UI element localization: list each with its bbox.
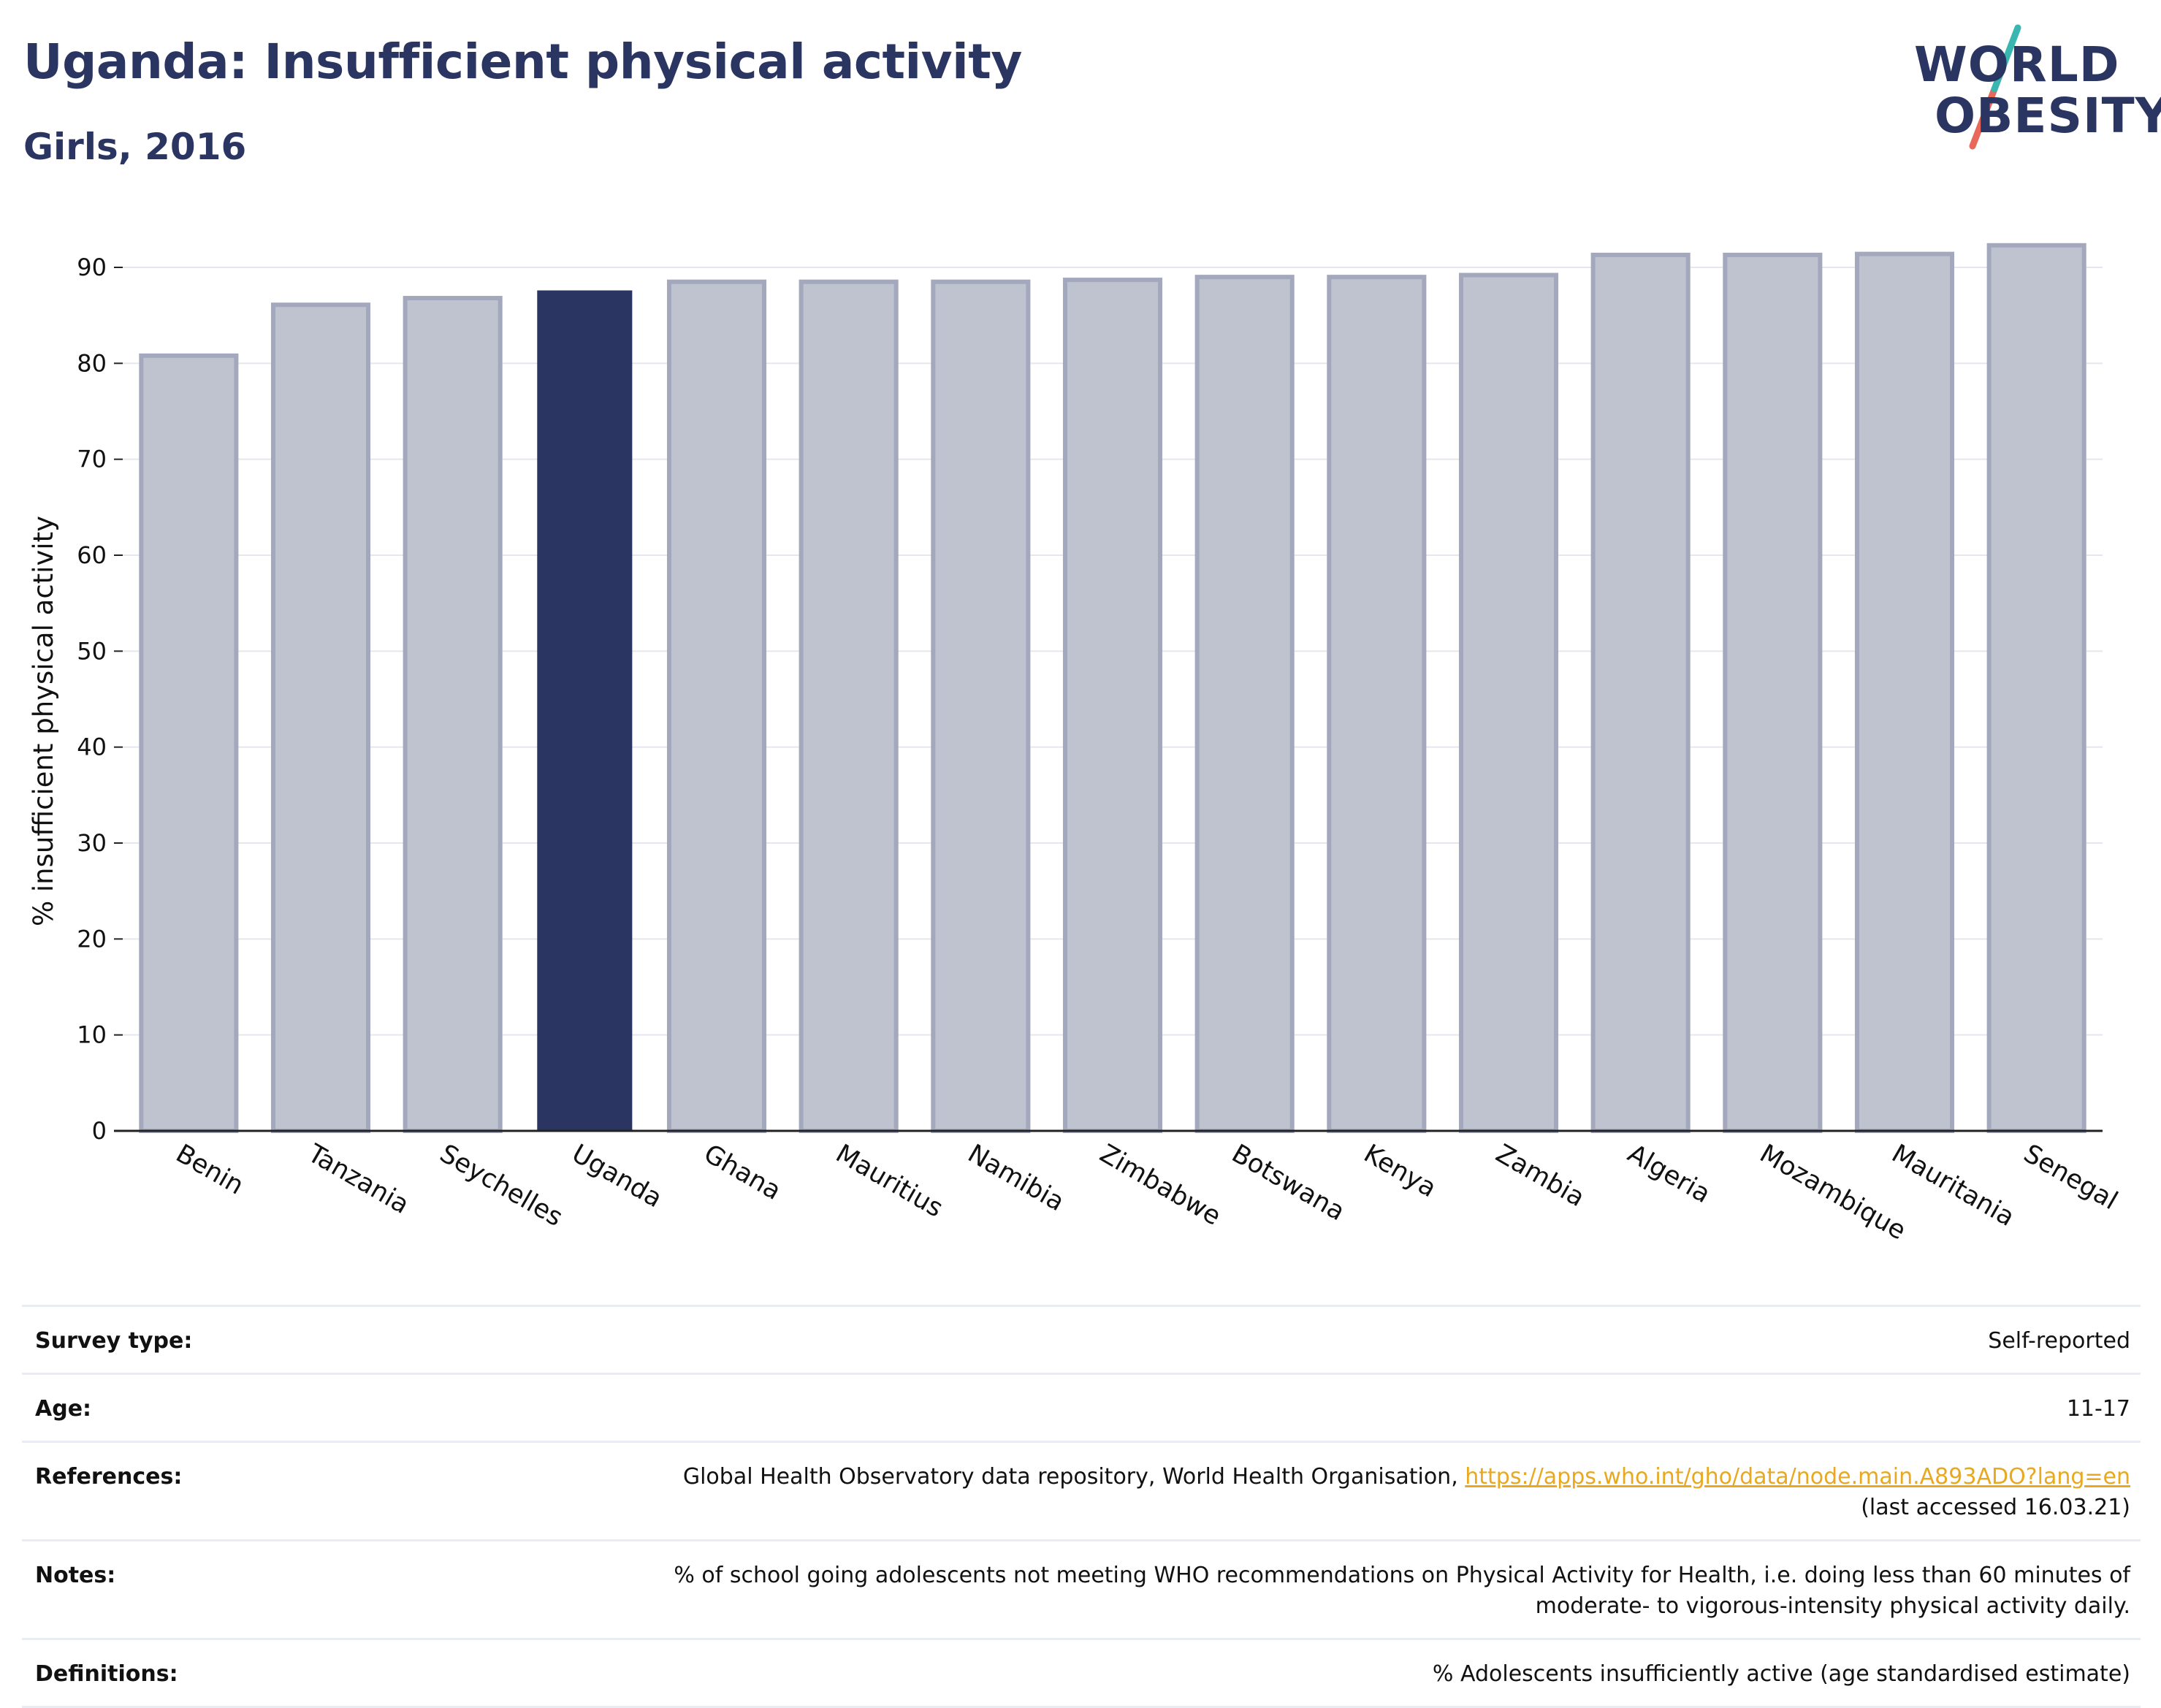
info-table: Survey type: Self-reported Age: 11-17 Re… [22, 1305, 2141, 1708]
bar-senegal [1986, 243, 2086, 1133]
references-text: Global Health Observatory data repositor… [682, 1464, 1466, 1490]
info-row-references: References: Global Health Observatory da… [22, 1441, 2141, 1539]
page-subtitle: Girls, 2016 [23, 126, 247, 168]
bar-benin [139, 353, 239, 1133]
bar-chart: 0 10 20 30 40 50 60 70 80 90 % insufficient physic… [28, 243, 2122, 1246]
logo-slash-icon [1969, 24, 2021, 150]
notes-label: Notes: [35, 1563, 116, 1588]
x-tick-label: Zambia [1491, 1139, 1590, 1213]
info-row-definitions: Definitions: % Adolescents insufficientl… [22, 1638, 2141, 1708]
x-tick-label: Algeria [1623, 1139, 1715, 1209]
y-axis-title: % insufficient physical activity [28, 516, 59, 926]
notes-value: % of school going adolescents not meetin… [674, 1560, 2130, 1622]
x-tick-label: Namibia [963, 1139, 1069, 1217]
info-row-notes: Notes: % of school going adolescents not… [22, 1539, 2141, 1638]
survey-type-label: Survey type: [35, 1328, 193, 1354]
survey-type-value: Self-reported [1988, 1328, 2130, 1354]
x-tick-label: Uganda [567, 1139, 667, 1213]
y-tick-label: 80 [77, 349, 107, 377]
x-tick-label: Benin [171, 1139, 248, 1200]
logo-word-obesity: OBESITY [1935, 88, 2161, 144]
age-value: 11-17 [2066, 1396, 2130, 1422]
info-row-survey-type: Survey type: Self-reported [22, 1305, 2141, 1373]
x-tick-label: Ghana [699, 1139, 786, 1206]
x-tick-label: Mozambique [1755, 1139, 1910, 1246]
bar-mauritius [799, 279, 899, 1134]
x-tick-label: Seychelles [435, 1139, 568, 1232]
bar-namibia [931, 279, 1031, 1134]
bar-tanzania [270, 302, 371, 1134]
bar-ghana [666, 279, 767, 1134]
info-row-age: Age: 11-17 [22, 1373, 2141, 1441]
bar-kenya [1327, 275, 1427, 1134]
references-label: References: [35, 1464, 183, 1490]
age-label: Age: [35, 1396, 92, 1422]
references-accessed: (last accessed 16.03.21) [1861, 1495, 2130, 1520]
y-tick-label: 10 [77, 1021, 107, 1049]
y-tick-label: 70 [77, 446, 107, 473]
bar-algeria [1590, 252, 1691, 1134]
references-value: Global Health Observatory data repositor… [683, 1462, 2130, 1523]
bar-zambia [1458, 272, 1559, 1133]
x-tick-label: Zimbabwe [1095, 1139, 1226, 1232]
notes-line-1: % of school going adolescents not meetin… [674, 1563, 2130, 1588]
y-tick-label: 60 [77, 541, 107, 569]
x-tick-label: Botswana [1227, 1139, 1349, 1227]
y-tick-label: 50 [77, 637, 107, 665]
bar-uganda [537, 290, 633, 1131]
bar-botswana [1194, 275, 1295, 1134]
bar-zimbabwe [1062, 278, 1163, 1133]
y-tick-label: 40 [77, 733, 107, 761]
definitions-label: Definitions: [35, 1661, 178, 1687]
x-tick-label: Kenya [1359, 1139, 1441, 1203]
definitions-value: % Adolescents insufficiently active (age… [1432, 1661, 2130, 1687]
y-tick-label: 30 [77, 829, 107, 857]
world-obesity-logo: WORLD OBESITY [1899, 22, 2161, 153]
x-tick-label: Senegal [2019, 1139, 2122, 1216]
page-title: Uganda: Insufficient physical activity [23, 34, 1022, 90]
x-tick-label: Tanzania [302, 1139, 414, 1220]
bar-mozambique [1723, 252, 1823, 1134]
notes-line-2: moderate- to vigorous-intensity physical… [1535, 1593, 2130, 1619]
logo-word-world: WORLD [1914, 37, 2120, 93]
references-link[interactable]: https://apps.who.int/gho/data/node.main.… [1465, 1464, 2130, 1490]
y-tick-label: 20 [77, 925, 107, 953]
bar-mauritania [1854, 251, 1955, 1134]
bar-seychelles [403, 296, 503, 1134]
x-tick-label: Mauritius [831, 1139, 948, 1224]
y-tick-label: 90 [77, 253, 107, 281]
y-tick-label: 0 [92, 1117, 107, 1145]
